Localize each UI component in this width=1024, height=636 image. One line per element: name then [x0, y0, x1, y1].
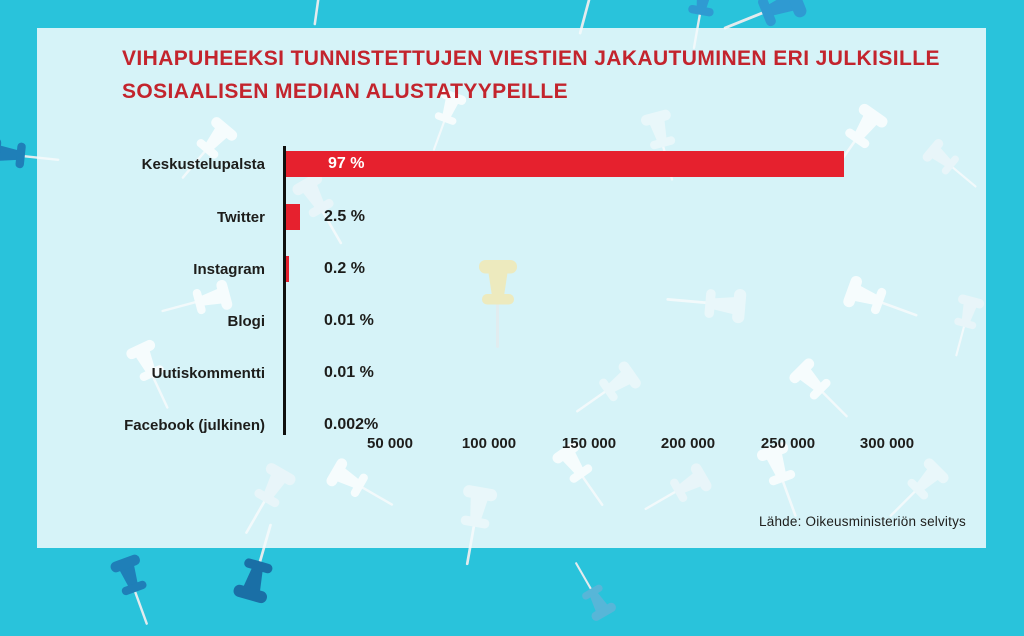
category-label: Instagram [193, 260, 265, 278]
x-axis: 50 000 100 000 150 000 200 000 250 000 3… [37, 435, 986, 459]
value-label: 0.01 % [324, 312, 374, 329]
bar-row: Uutiskommentti 0.01 % [37, 359, 986, 387]
value-label: 2.5 % [324, 208, 365, 225]
category-label: Facebook (julkinen) [124, 416, 265, 434]
value-label: 0.002% [324, 416, 379, 433]
bar [286, 204, 301, 230]
bar [286, 256, 289, 282]
poster: VIHAPUHEEKSI TUNNISTETTUJEN VIESTIEN JAK… [0, 0, 986, 630]
chart-panel [37, 28, 986, 548]
x-tick-label: 100 000 [461, 435, 517, 452]
x-tick-label: 250 000 [760, 435, 816, 452]
bar [286, 151, 844, 177]
bar-row: Twitter 2.5 % [37, 203, 986, 231]
bar-row: Instagram 0.2 % [37, 255, 986, 283]
value-label: 0.2 % [324, 260, 365, 277]
bar-row: Blogi 0.01 % [37, 307, 986, 335]
category-label: Uutiskommentti [151, 364, 265, 382]
category-label: Blogi [227, 312, 266, 330]
category-label: Twitter [216, 208, 265, 226]
x-tick-label: 300 000 [859, 435, 915, 452]
value-label: 0.01 % [324, 364, 374, 381]
source-note: Lähde: Oikeusministeriön selvitys [759, 514, 966, 529]
bar-chart: Keskustelupalsta 97 % Twitter 2.5 % Inst… [37, 28, 986, 548]
x-tick-label: 200 000 [660, 435, 716, 452]
value-label: 97 % [328, 155, 365, 172]
x-tick-label: 150 000 [561, 435, 617, 452]
x-tick-label: 50 000 [367, 435, 413, 452]
chart-title: VIHAPUHEEKSI TUNNISTETTUJEN VIESTIEN JAK… [122, 47, 940, 103]
bar-row: Facebook (julkinen) 0.002% [37, 411, 986, 439]
bar-row: Keskustelupalsta 97 % [37, 150, 986, 178]
category-label: Keskustelupalsta [141, 155, 265, 173]
y-axis-line [283, 146, 286, 435]
